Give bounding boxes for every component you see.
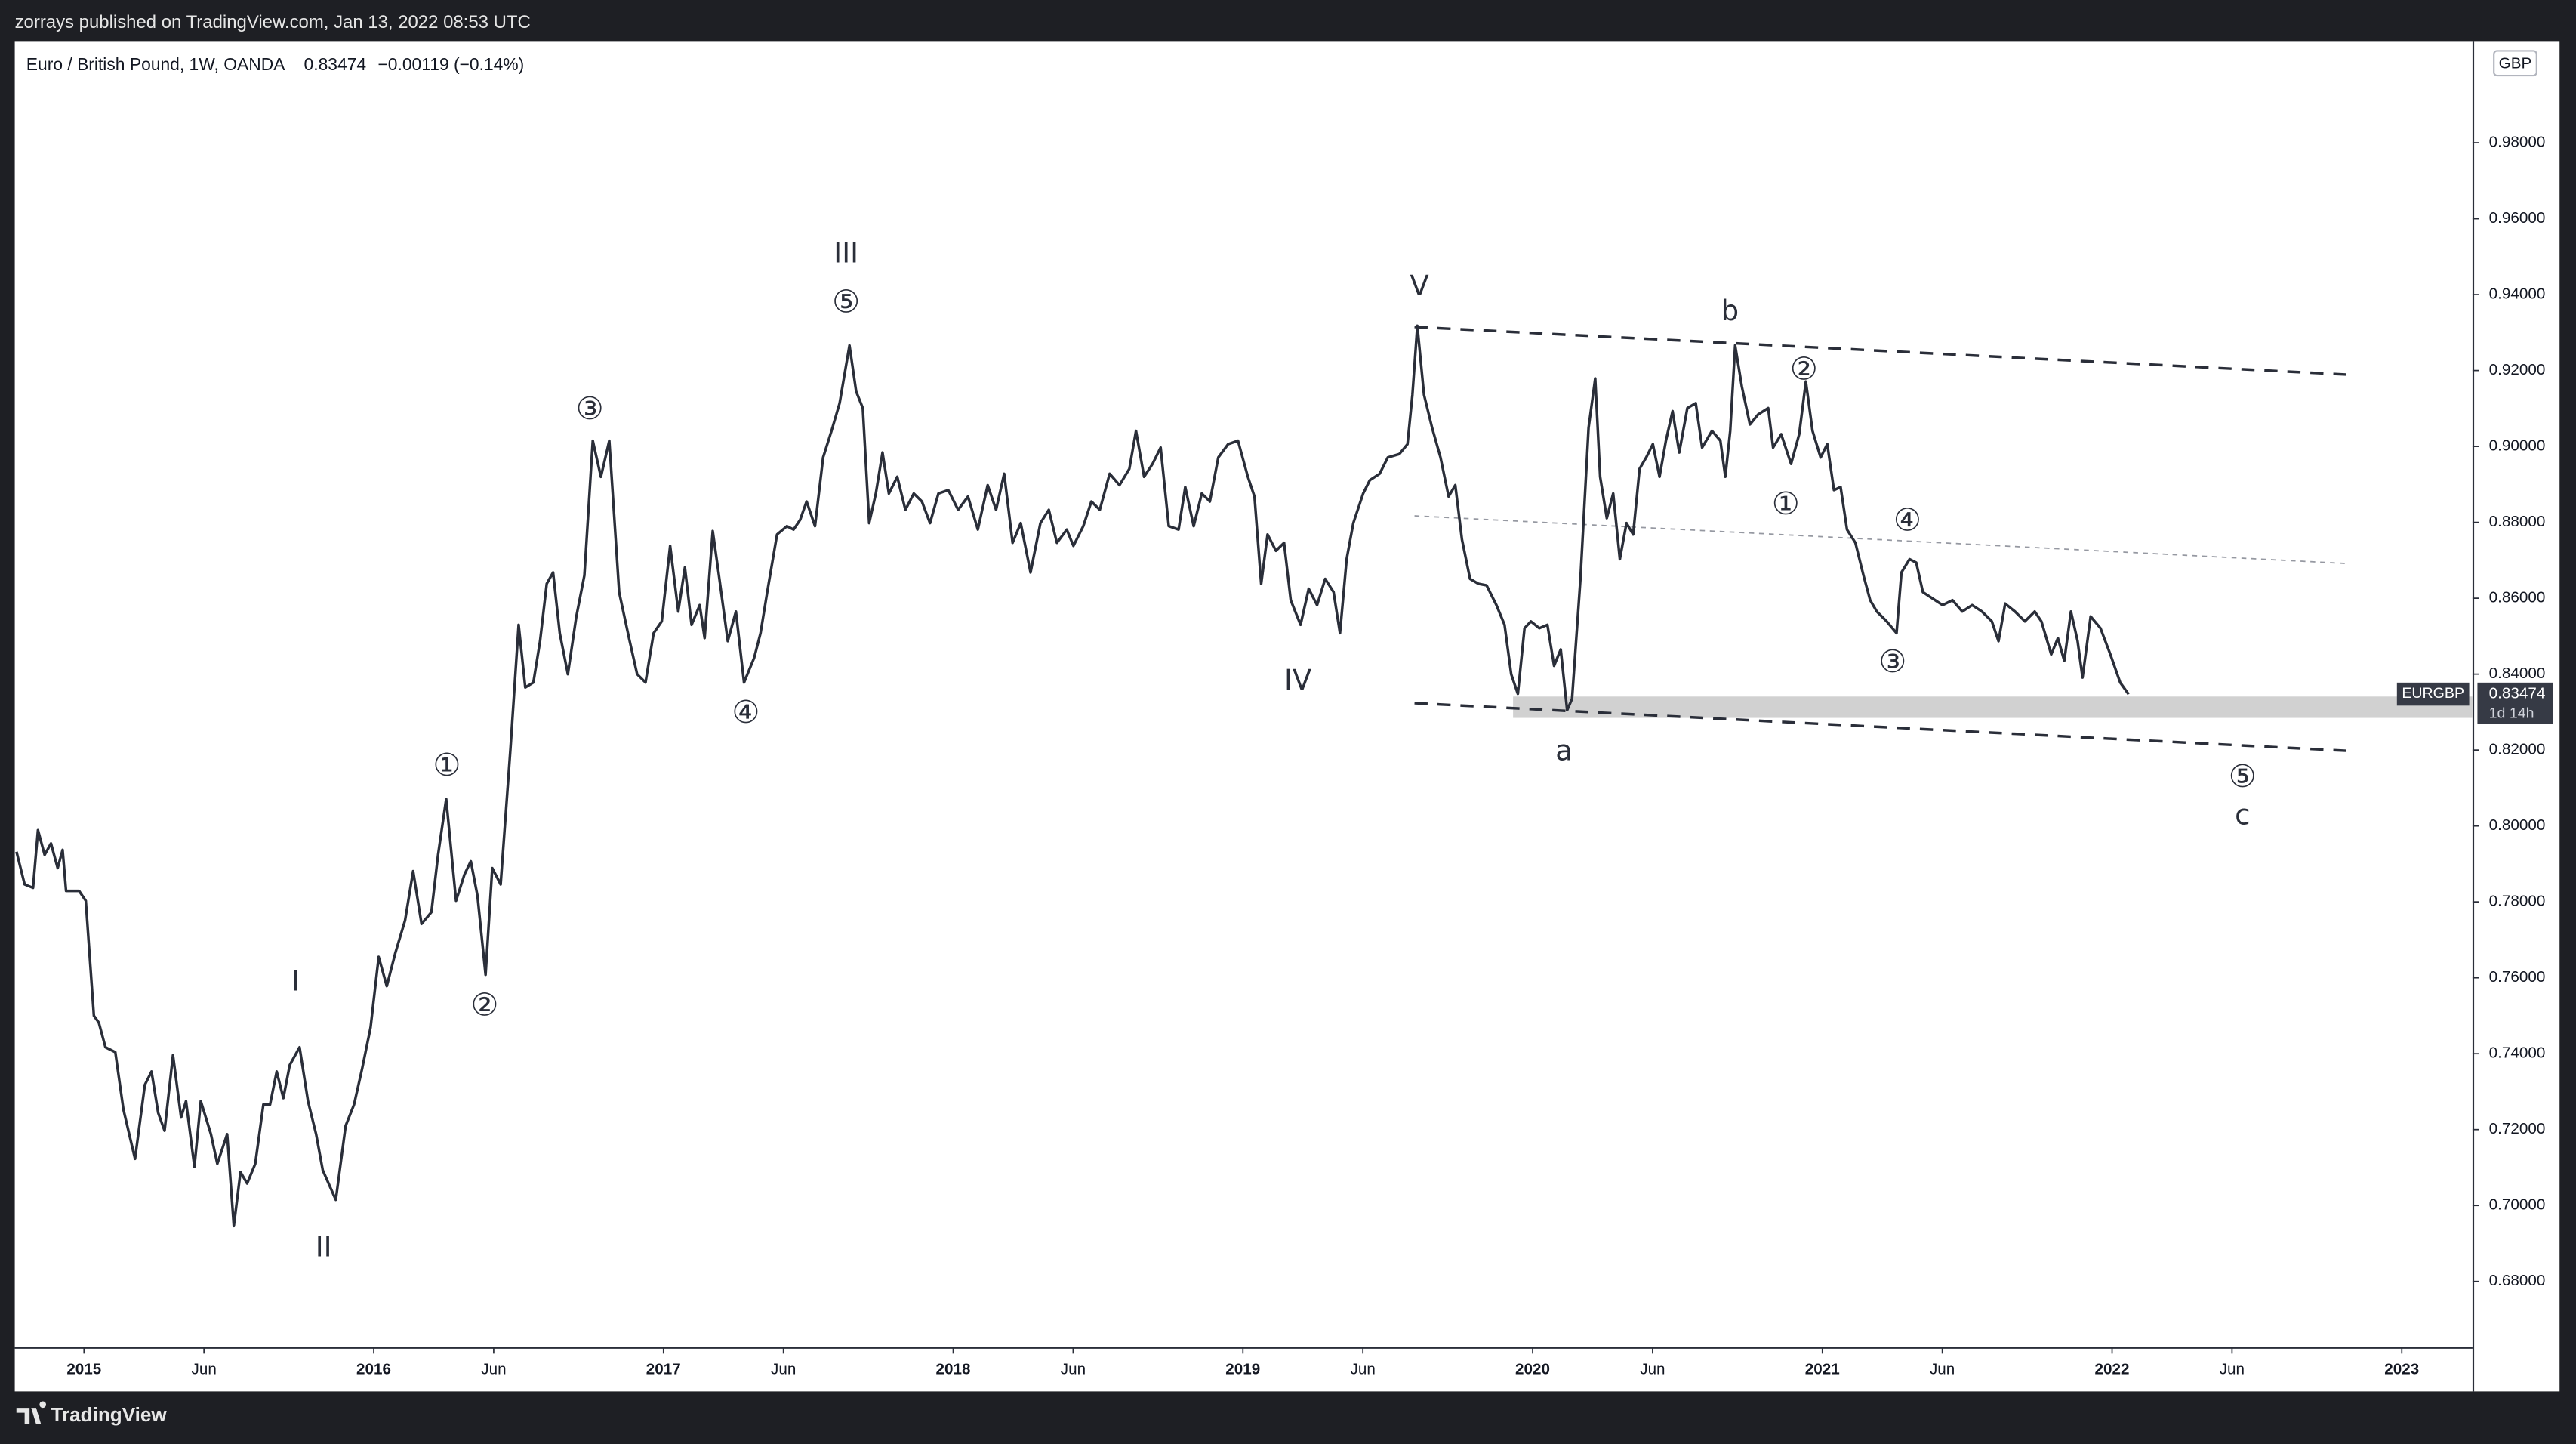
y-tick-label: 0.86000 — [2489, 589, 2546, 606]
currency-box[interactable] — [2493, 50, 2537, 77]
brand: TradingView — [51, 1403, 167, 1426]
y-tick-label: 0.76000 — [2489, 968, 2546, 986]
x-tick-label: Jun — [1930, 1361, 1955, 1378]
x-tick-label: Jun — [771, 1361, 796, 1378]
x-tick-label: 2022 — [2095, 1361, 2130, 1378]
y-tick-label: 0.82000 — [2489, 741, 2546, 758]
x-tick-label: 2023 — [2384, 1361, 2419, 1378]
countdown-label: 1d 14h — [2489, 705, 2534, 721]
symbol-tag: EURGBP — [2402, 685, 2464, 702]
y-tick-label: 0.92000 — [2489, 361, 2546, 378]
y-tick-label: 0.84000 — [2489, 665, 2546, 682]
x-tick-label: 2017 — [646, 1361, 681, 1378]
brand-logo — [16, 1401, 47, 1424]
x-tick-label: 2020 — [1515, 1361, 1550, 1378]
y-tick-label: 0.88000 — [2489, 513, 2546, 530]
wave-label: c — [2235, 799, 2250, 832]
header-last-price: 0.83474 — [304, 54, 367, 74]
x-tick-label: Jun — [1351, 1361, 1376, 1378]
y-tick-label: 0.80000 — [2489, 816, 2546, 834]
x-tick-label: 2018 — [936, 1361, 971, 1378]
logo-glyph — [16, 1401, 47, 1424]
x-tick-label: Jun — [1061, 1361, 1086, 1378]
wave-label: ② — [470, 986, 498, 1023]
wave-label: ① — [433, 747, 461, 783]
y-tick-label: 0.96000 — [2489, 209, 2546, 227]
chart-title: Euro / British Pound, 1W, OANDA — [26, 54, 285, 74]
x-tick-label: 2016 — [356, 1361, 391, 1378]
x-tick-label: Jun — [481, 1361, 506, 1378]
x-tick-label: Jun — [192, 1361, 217, 1378]
published-note: zorrays published on TradingView.com, Ja… — [15, 12, 531, 32]
wave-label: ⑤ — [2229, 758, 2257, 795]
y-tick-label: 0.68000 — [2489, 1272, 2546, 1289]
y-tick-label: 0.90000 — [2489, 437, 2546, 455]
wave-label: ④ — [732, 694, 760, 730]
wave-label: ⑤ — [832, 283, 860, 319]
price-line — [15, 324, 2130, 1228]
x-tick-label: 2021 — [1805, 1361, 1840, 1378]
wave-label: ② — [1790, 351, 1818, 387]
y-tick-label: 0.98000 — [2489, 134, 2546, 151]
x-tick-label: Jun — [2220, 1361, 2245, 1378]
x-tick-label: Jun — [1640, 1361, 1665, 1378]
wave-label: b — [1721, 295, 1739, 327]
y-tick-label: 0.72000 — [2489, 1120, 2546, 1137]
last-price-tag — [2477, 682, 2553, 724]
wave-label: V — [1410, 270, 1428, 302]
wave-label: IV — [1284, 664, 1311, 696]
currency-label: GBP — [2499, 54, 2532, 72]
wave-label: II — [316, 1231, 332, 1264]
y-tick-label: 0.94000 — [2489, 285, 2546, 303]
plot-layer — [15, 324, 2473, 1228]
channel-mid — [1414, 515, 2346, 564]
support-zone — [1513, 696, 2473, 718]
wave-label: a — [1555, 735, 1573, 767]
y-tick-label: 0.78000 — [2489, 893, 2546, 910]
y-tick-label: 0.74000 — [2489, 1044, 2546, 1062]
wave-label: ① — [1772, 486, 1800, 522]
wave-label: ③ — [1878, 643, 1906, 680]
y-tick-label: 0.70000 — [2489, 1196, 2546, 1214]
x-tick-label: 2019 — [1225, 1361, 1260, 1378]
wave-label: ③ — [576, 390, 604, 427]
wave-label: ④ — [1893, 502, 1921, 538]
wave-label: III — [834, 237, 858, 270]
symbol-tag-bg — [2396, 682, 2470, 706]
channel-lower — [1414, 702, 2346, 752]
wave-label: I — [291, 964, 300, 997]
x-tick-label: 2015 — [66, 1361, 101, 1378]
last-price-label: 0.83474 — [2489, 685, 2546, 702]
channel-upper — [1414, 326, 2346, 376]
header-change: −0.00119 (−0.14%) — [377, 54, 524, 74]
